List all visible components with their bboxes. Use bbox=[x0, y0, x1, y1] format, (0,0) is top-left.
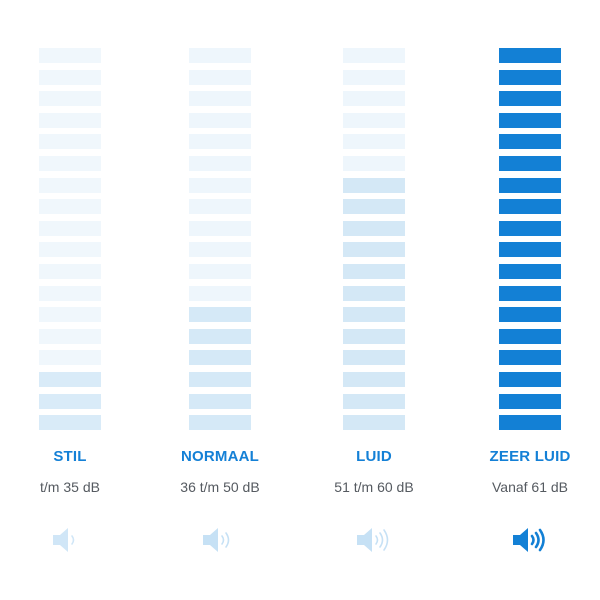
level-segment bbox=[189, 350, 251, 366]
level-segment bbox=[343, 199, 405, 215]
level-segment bbox=[39, 134, 101, 150]
level-segment bbox=[189, 69, 251, 85]
level-segment bbox=[189, 307, 251, 323]
level-segment bbox=[343, 263, 405, 279]
level-segment bbox=[189, 285, 251, 301]
level-segment bbox=[343, 393, 405, 409]
level-segment bbox=[39, 220, 101, 236]
level-segment bbox=[499, 112, 561, 128]
level-segment bbox=[499, 69, 561, 85]
level-segment bbox=[343, 220, 405, 236]
level-segment bbox=[343, 371, 405, 387]
level-segment bbox=[343, 328, 405, 344]
level-segment bbox=[39, 242, 101, 258]
level-segment bbox=[499, 263, 561, 279]
level-segment bbox=[189, 177, 251, 193]
speaker-three-waves-icon bbox=[354, 525, 394, 555]
level-range: Vanaf 61 dB bbox=[491, 479, 569, 495]
level-segment bbox=[343, 112, 405, 128]
level-range: t/m 35 dB bbox=[40, 479, 100, 495]
speaker-two-waves-icon bbox=[200, 525, 240, 555]
level-segment bbox=[499, 393, 561, 409]
level-range: 36 t/m 50 dB bbox=[180, 479, 260, 495]
level-meter bbox=[39, 48, 101, 437]
level-segment bbox=[499, 220, 561, 236]
level-segment bbox=[189, 220, 251, 236]
level-segment bbox=[499, 199, 561, 215]
speaker-one-wave-icon bbox=[50, 525, 90, 555]
level-name: ZEER LUID bbox=[489, 448, 571, 465]
level-segment bbox=[343, 48, 405, 63]
level-meter bbox=[343, 48, 405, 437]
level-segment bbox=[39, 155, 101, 171]
level-segment bbox=[343, 350, 405, 366]
level-segment bbox=[39, 371, 101, 387]
level-segment bbox=[189, 371, 251, 387]
level-segment bbox=[343, 91, 405, 107]
level-segment bbox=[39, 285, 101, 301]
level-segment bbox=[343, 285, 405, 301]
level-segment bbox=[39, 177, 101, 193]
level-segment bbox=[189, 242, 251, 258]
level-segment bbox=[343, 307, 405, 323]
level-segment bbox=[499, 350, 561, 366]
level-segment bbox=[39, 350, 101, 366]
level-segment bbox=[189, 328, 251, 344]
level-segment bbox=[189, 415, 251, 431]
level-meter bbox=[189, 48, 251, 437]
level-column-zeer-luid: ZEER LUID Vanaf 61 dB bbox=[460, 0, 600, 600]
level-segment bbox=[39, 91, 101, 107]
level-name: NORMAAL bbox=[180, 448, 260, 465]
level-column-normaal: NORMAAL 36 t/m 50 dB bbox=[150, 0, 290, 600]
level-segment bbox=[499, 155, 561, 171]
level-segment bbox=[39, 48, 101, 63]
level-segment bbox=[343, 134, 405, 150]
speaker-three-waves-icon bbox=[510, 525, 550, 555]
level-segment bbox=[189, 48, 251, 63]
level-segment bbox=[499, 242, 561, 258]
level-segment bbox=[499, 285, 561, 301]
level-segment bbox=[343, 177, 405, 193]
level-segment bbox=[189, 91, 251, 107]
level-segment bbox=[499, 177, 561, 193]
level-meter bbox=[499, 48, 561, 437]
level-range: 51 t/m 60 dB bbox=[334, 479, 414, 495]
level-segment bbox=[39, 415, 101, 431]
level-segment bbox=[499, 328, 561, 344]
level-name: LUID bbox=[356, 448, 392, 465]
level-segment bbox=[189, 112, 251, 128]
level-segment bbox=[499, 415, 561, 431]
level-column-stil: STIL t/m 35 dB bbox=[0, 0, 140, 600]
level-segment bbox=[343, 155, 405, 171]
level-segment bbox=[39, 328, 101, 344]
level-segment bbox=[39, 112, 101, 128]
level-segment bbox=[39, 199, 101, 215]
level-segment bbox=[189, 393, 251, 409]
level-segment bbox=[189, 263, 251, 279]
level-segment bbox=[499, 307, 561, 323]
level-column-luid: LUID 51 t/m 60 dB bbox=[304, 0, 444, 600]
level-segment bbox=[499, 48, 561, 63]
level-segment bbox=[39, 307, 101, 323]
level-segment bbox=[39, 393, 101, 409]
level-segment bbox=[189, 134, 251, 150]
level-name: STIL bbox=[53, 448, 87, 465]
level-segment bbox=[343, 242, 405, 258]
level-segment bbox=[343, 69, 405, 85]
level-segment bbox=[499, 134, 561, 150]
level-segment bbox=[39, 69, 101, 85]
level-segment bbox=[39, 263, 101, 279]
level-segment bbox=[343, 415, 405, 431]
level-segment bbox=[499, 91, 561, 107]
level-segment bbox=[499, 371, 561, 387]
level-segment bbox=[189, 199, 251, 215]
level-segment bbox=[189, 155, 251, 171]
